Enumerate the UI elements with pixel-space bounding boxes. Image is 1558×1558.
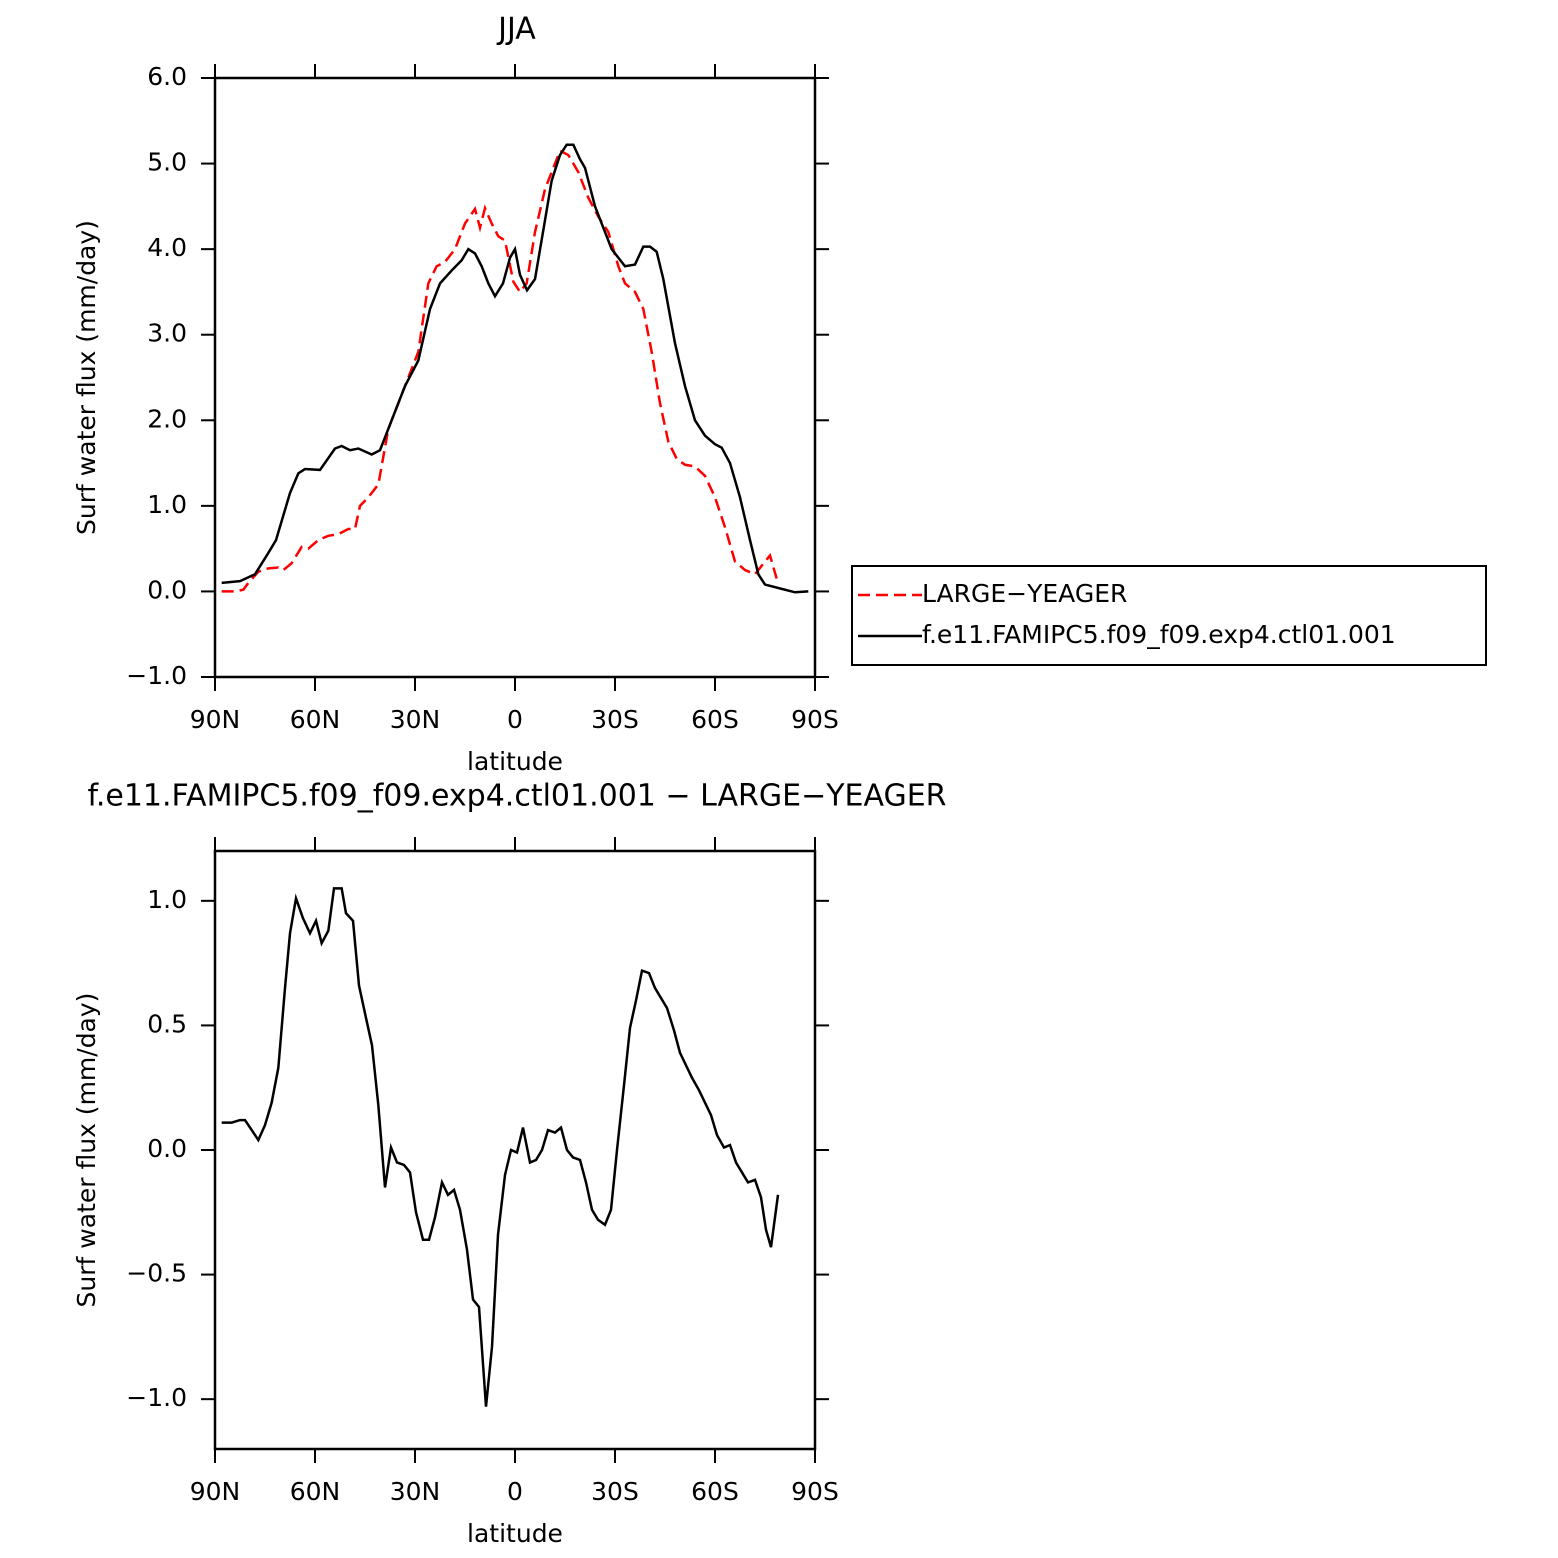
plot-frame [213,76,817,679]
data-line [221,143,809,594]
x-tick-label: 90N [190,1477,241,1506]
y-axis-label: Surf water flux (mm/day) [72,993,101,1308]
x-tick-label: 60N [290,1477,341,1506]
y-tick-label: 6.0 [147,62,187,91]
y-tick-label: −1.0 [126,1383,187,1412]
data-line [221,887,780,1407]
x-axis-label: latitude [467,747,563,776]
x-tick-label: 90S [791,1477,839,1506]
y-tick-label: 0.5 [147,1009,187,1038]
x-tick-label: 30S [591,1477,639,1506]
legend-box [851,565,1487,666]
x-tick-label: 0 [507,705,523,734]
y-tick-label: 3.0 [147,319,187,348]
y-tick-label: 4.0 [147,233,187,262]
y-tick-label: −1.0 [126,661,187,690]
x-tick-label: 60N [290,705,341,734]
y-axis-label: Surf water flux (mm/day) [72,220,101,535]
x-tick-label: 90S [791,705,839,734]
y-tick-label: −0.5 [126,1259,187,1288]
plot-frame [213,849,817,1451]
legend-label: LARGE−YEAGER [922,579,1127,608]
y-tick-label: 2.0 [147,404,187,433]
x-axis-label: latitude [467,1519,563,1548]
chart-title: f.e11.FAMIPC5.f09_f09.exp4.ctl01.001 − L… [87,779,946,814]
chart-title: JJA [496,12,536,47]
x-tick-label: 30N [390,1477,441,1506]
y-tick-label: 0.0 [147,575,187,604]
x-tick-label: 30S [591,705,639,734]
x-tick-label: 30N [390,705,441,734]
y-tick-label: 5.0 [147,148,187,177]
y-tick-label: 0.0 [147,1134,187,1163]
x-tick-label: 60S [691,1477,739,1506]
x-tick-label: 0 [507,1477,523,1506]
legend-label: f.e11.FAMIPC5.f09_f09.exp4.ctl01.001 [922,620,1396,649]
x-tick-label: 60S [691,705,739,734]
y-tick-label: 1.0 [147,885,187,914]
y-tick-label: 1.0 [147,490,187,519]
data-line [221,148,778,593]
x-tick-label: 90N [190,705,241,734]
